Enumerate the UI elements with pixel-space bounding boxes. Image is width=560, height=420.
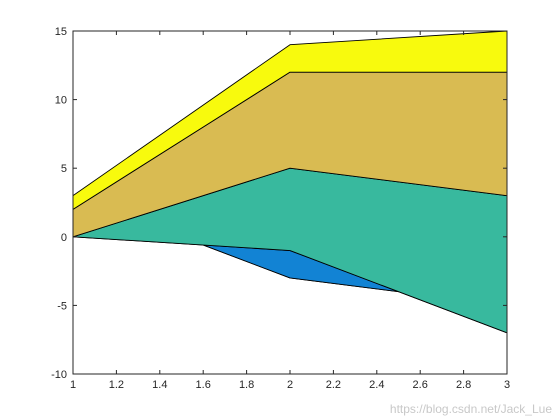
y-tick-label: 15	[55, 26, 67, 38]
x-tick-label: 1.4	[152, 379, 167, 391]
x-tick-label: 1	[70, 379, 76, 391]
x-tick-label: 2.4	[369, 379, 384, 391]
y-tick-label: -10	[51, 369, 67, 381]
x-tick-label: 1.6	[196, 379, 211, 391]
y-tick-label: -5	[57, 300, 67, 312]
x-tick-label: 3	[504, 379, 510, 391]
x-tick-label: 2	[287, 379, 293, 391]
y-tick-label: 10	[55, 95, 67, 107]
x-tick-label: 2.8	[456, 379, 471, 391]
x-tick-label: 1.2	[109, 379, 124, 391]
y-tick-label: 0	[61, 232, 67, 244]
ticks: 1 1.2 1.4 1.6 1.8 2 2.2 2.4 2.6 2.8 3 -10 -5 0 5 10 15	[51, 26, 510, 391]
x-tick-label: 2.6	[413, 379, 428, 391]
x-tick-label: 1.8	[239, 379, 254, 391]
area-layers	[72, 30, 508, 334]
y-tick-label: 5	[61, 163, 67, 175]
watermark-text: https://blog.csdn.net/Jack_Lue	[389, 402, 552, 416]
x-tick-label: 2.2	[326, 379, 341, 391]
